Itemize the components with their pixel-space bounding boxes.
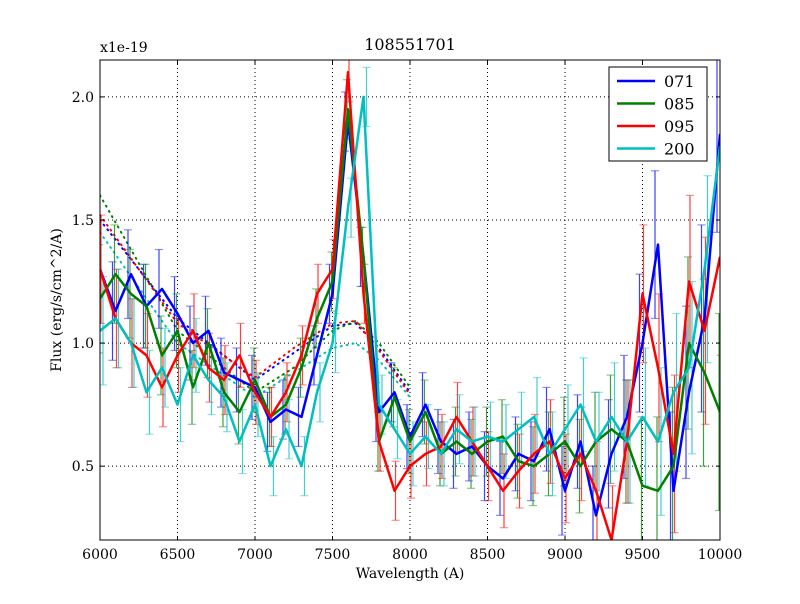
x-tick-label: 8000 (392, 547, 428, 563)
x-tick-label: 6000 (82, 547, 118, 563)
x-tick-label: 7500 (315, 547, 351, 563)
legend-label-095: 095 (664, 117, 695, 136)
chart-title: 108551701 (364, 35, 456, 54)
y-axis-label: Flux (erg/s/cm^2/A) (49, 228, 65, 372)
y-offset-label: x1e-19 (100, 40, 148, 56)
legend: 071 085 095 200 (608, 66, 708, 162)
x-axis-label: Wavelength (A) (356, 566, 465, 582)
x-tick-label: 8500 (470, 547, 506, 563)
legend-label-071: 071 (664, 72, 695, 91)
legend-label-200: 200 (664, 140, 695, 159)
ticks: 6000 6500 7000 7500 8000 8500 9000 9500 10000 0.5… (72, 60, 743, 563)
series-line-095 (100, 71, 720, 540)
series-line-071 (100, 120, 720, 517)
x-tick-label: 7000 (237, 547, 273, 563)
y-tick-label: 1.0 (72, 336, 94, 352)
y-tick-label: 1.5 (72, 213, 94, 229)
error-bars-200 (100, 66, 720, 516)
legend-box (608, 66, 708, 162)
x-tick-label: 9000 (547, 547, 583, 563)
model-line-071 (100, 219, 411, 394)
x-tick-label: 6500 (160, 547, 196, 563)
legend-label-085: 085 (664, 95, 695, 114)
y-tick-label: 0.5 (72, 459, 94, 475)
x-tick-label: 10000 (698, 547, 743, 563)
plot-area (100, 60, 720, 540)
y-tick-label: 2.0 (72, 90, 94, 106)
x-tick-label: 9500 (625, 547, 661, 563)
series-line-200 (100, 95, 720, 468)
